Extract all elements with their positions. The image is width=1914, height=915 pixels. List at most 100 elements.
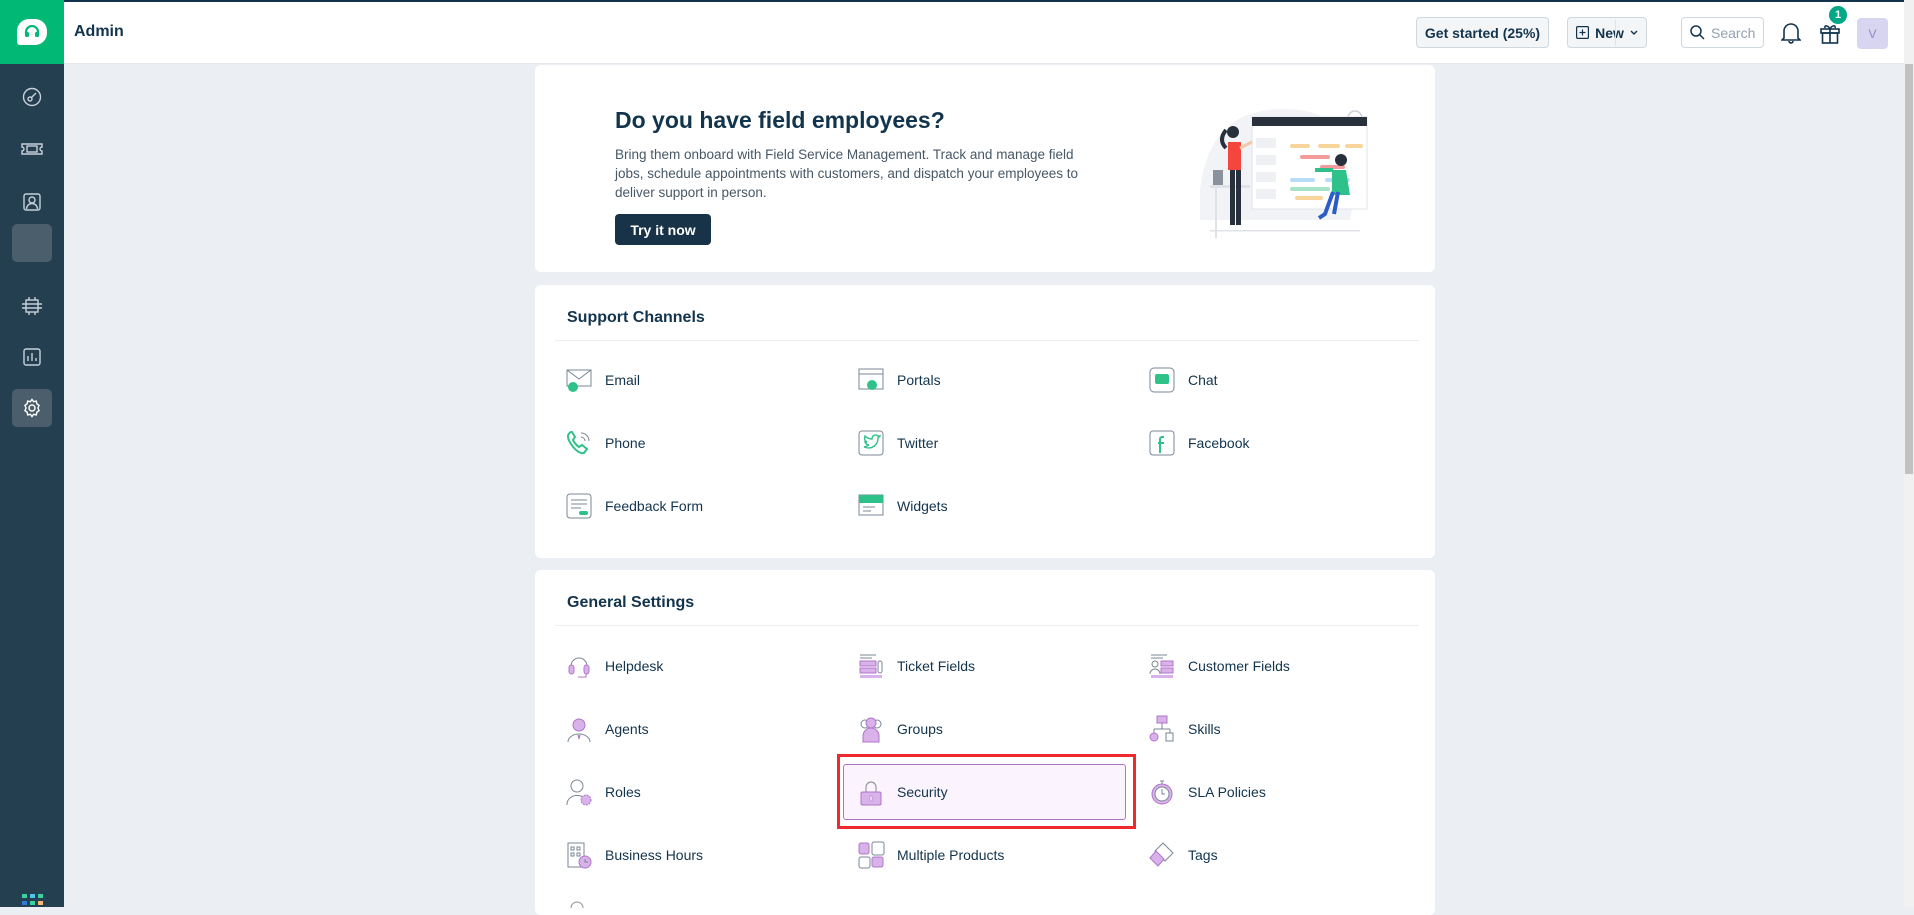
support-channels-item-portals[interactable]: Portals	[829, 358, 1119, 402]
top-border	[0, 0, 1914, 2]
item-label: Widgets	[897, 498, 948, 514]
forums-icon[interactable]	[12, 287, 52, 325]
feedback-form-icon	[566, 493, 592, 519]
header-divider	[1615, 20, 1616, 46]
scrollbar-thumb[interactable]	[1905, 64, 1913, 474]
multiple-products-icon	[858, 841, 885, 869]
item-label: Portals	[897, 372, 941, 388]
item-label: Skills	[1188, 721, 1221, 737]
general-settings-item-customer-fields[interactable]: Customer Fields	[1120, 644, 1410, 688]
notification-badge: 1	[1829, 6, 1847, 24]
helpdesk-icon	[568, 657, 590, 678]
general-settings-item-security[interactable]: Security	[829, 770, 1119, 814]
general-settings-item-helpdesk[interactable]: Helpdesk	[537, 644, 827, 688]
promo-description: Bring them onboard with Field Service Ma…	[615, 147, 1079, 200]
item-label: Customer Fields	[1188, 658, 1290, 674]
contacts-icon[interactable]	[12, 183, 52, 221]
item-label: Business Hours	[605, 847, 704, 863]
support-channels-item-chat[interactable]: Chat	[1120, 358, 1410, 402]
skills-icon	[1149, 715, 1174, 742]
general-settings-item-roles[interactable]: Roles	[537, 770, 827, 814]
tags-icon	[1149, 842, 1174, 867]
apps-grid-icon[interactable]	[22, 894, 43, 905]
page-title: Admin	[74, 23, 124, 40]
freshdesk-logo[interactable]	[0, 0, 64, 64]
support-channels-item-email[interactable]: Email	[537, 358, 827, 402]
new-label: New	[1595, 24, 1624, 41]
section-title: General Settings	[567, 594, 695, 611]
groups-icon	[860, 717, 882, 743]
item-label: Chat	[1188, 372, 1218, 388]
chat-icon	[1149, 367, 1175, 393]
general-settings-item-ticket-fields[interactable]: Ticket Fields	[829, 644, 1119, 688]
dashboard-icon[interactable]	[12, 78, 52, 116]
support-channels-item-phone[interactable]: Phone	[537, 421, 827, 465]
ticket-fields-icon	[859, 654, 883, 678]
widgets-icon	[858, 494, 884, 516]
customer-fields-icon	[1149, 654, 1174, 678]
search-icon	[1690, 25, 1705, 40]
general-settings-item-tags[interactable]: Tags	[1120, 833, 1410, 877]
general-settings-card: General Settings	[535, 570, 1435, 915]
promo-card: Do you have field employees? Bring them …	[535, 65, 1435, 272]
item-label: Agents	[605, 721, 649, 737]
section-divider	[555, 340, 1419, 341]
general-settings-item-skills[interactable]: Skills	[1120, 707, 1410, 751]
item-label: Helpdesk	[605, 658, 664, 674]
item-label: Feedback Form	[605, 498, 704, 514]
business-hours-icon	[567, 842, 592, 869]
security-icon	[860, 781, 882, 806]
section-title: Support Channels	[567, 309, 705, 326]
item-label: Groups	[897, 721, 943, 737]
item-label: Multiple Products	[897, 847, 1005, 863]
support-channels-item-facebook[interactable]: Facebook	[1120, 421, 1410, 465]
new-button[interactable]: New	[1567, 17, 1647, 48]
search-input[interactable]: Search	[1681, 17, 1764, 48]
gift-icon[interactable]	[1819, 22, 1841, 44]
sla-policies-icon	[1151, 780, 1173, 805]
field-service-illustration	[1200, 109, 1368, 238]
general-settings-item-agents[interactable]: Agents	[537, 707, 827, 751]
general-settings-item-groups[interactable]: Groups	[829, 707, 1119, 751]
section-divider	[555, 625, 1419, 626]
roles-icon	[566, 779, 592, 806]
item-label: Roles	[605, 784, 641, 800]
promo-title: Do you have field employees?	[615, 107, 945, 133]
support-channels-item-feedback-form[interactable]: Feedback Form	[537, 484, 827, 528]
item-label: Tags	[1188, 847, 1218, 863]
sidebar	[0, 0, 64, 907]
support-channels-item-widgets[interactable]: Widgets	[829, 484, 1119, 528]
item-label: Phone	[605, 435, 646, 451]
support-channels-card: Support Channels	[535, 285, 1435, 558]
tickets-icon[interactable]	[12, 130, 52, 168]
avatar[interactable]: V	[1857, 18, 1888, 49]
facebook-icon	[1149, 430, 1175, 456]
item-label: Security	[897, 784, 948, 800]
twitter-icon	[858, 430, 884, 456]
security-item-hover	[843, 764, 1126, 820]
search-placeholder: Search	[1711, 24, 1756, 41]
general-settings-item-multiple-products[interactable]: Multiple Products	[829, 833, 1119, 877]
admin-gear-icon[interactable]	[12, 389, 52, 427]
bell-icon[interactable]	[1781, 22, 1801, 44]
partial-item-icon	[570, 901, 584, 908]
reports-icon[interactable]	[12, 338, 52, 376]
scrollbar[interactable]	[1904, 0, 1914, 907]
general-settings-item-sla-policies[interactable]: SLA Policies	[1120, 770, 1410, 814]
plus-box-icon	[1576, 26, 1590, 39]
highlight-box	[837, 754, 1136, 829]
get-started-button[interactable]: Get started (25%)	[1416, 17, 1549, 48]
item-label: SLA Policies	[1188, 784, 1266, 800]
item-label: Facebook	[1188, 435, 1250, 451]
portals-icon	[858, 368, 884, 390]
phone-icon	[567, 431, 590, 455]
chevron-down-icon	[1630, 30, 1638, 35]
item-label: Twitter	[897, 435, 939, 451]
top-header: Admin Get started (25%) New Search 1 V	[64, 2, 1914, 64]
agents-icon	[567, 718, 591, 743]
general-settings-item-business-hours[interactable]: Business Hours	[537, 833, 827, 877]
support-channels-item-twitter[interactable]: Twitter	[829, 421, 1119, 465]
item-label: Email	[605, 372, 641, 388]
try-it-now-button[interactable]: Try it now	[615, 214, 711, 245]
email-icon	[566, 369, 592, 392]
